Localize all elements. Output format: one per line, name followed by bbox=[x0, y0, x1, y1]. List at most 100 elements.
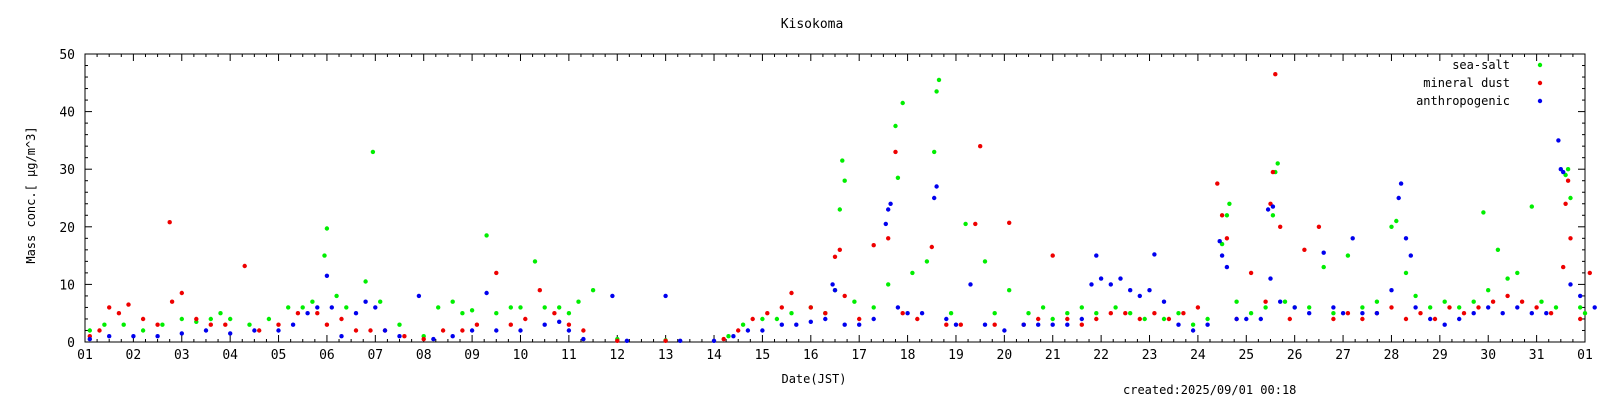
created-timestamp: created:2025/09/01 00:18 bbox=[1123, 383, 1297, 397]
x-tick-label: 14 bbox=[706, 348, 722, 363]
x-tick-label: 26 bbox=[1287, 348, 1303, 363]
point-0 bbox=[1282, 299, 1288, 304]
point-2 bbox=[711, 338, 717, 343]
point-0 bbox=[760, 316, 765, 322]
x-tick-label: 10 bbox=[513, 348, 529, 363]
point-2 bbox=[1268, 276, 1273, 281]
point-2 bbox=[1515, 305, 1520, 310]
point-1 bbox=[721, 336, 726, 342]
point-2 bbox=[1408, 253, 1414, 258]
x-tick-label: 05 bbox=[271, 348, 287, 363]
point-0 bbox=[1515, 270, 1520, 276]
point-1 bbox=[1432, 316, 1438, 322]
point-2 bbox=[1065, 322, 1070, 327]
point-1 bbox=[140, 316, 146, 322]
point-0 bbox=[1190, 322, 1196, 327]
point-1 bbox=[1331, 316, 1336, 322]
point-0 bbox=[518, 305, 523, 310]
point-1 bbox=[789, 290, 794, 296]
y-tick-label: 10 bbox=[59, 278, 75, 293]
y-tick-label: 0 bbox=[67, 336, 75, 351]
x-tick-label: 29 bbox=[1432, 348, 1448, 363]
point-0 bbox=[740, 322, 746, 327]
point-0 bbox=[936, 77, 942, 83]
legend-marker bbox=[1537, 62, 1543, 68]
point-2 bbox=[494, 328, 499, 333]
point-1 bbox=[1079, 322, 1085, 327]
point-2 bbox=[1278, 299, 1283, 304]
point-0 bbox=[1505, 276, 1510, 281]
x-tick-label: 30 bbox=[1480, 348, 1496, 363]
point-2 bbox=[1360, 311, 1365, 316]
point-0 bbox=[436, 305, 441, 310]
x-tick-label: 28 bbox=[1384, 348, 1400, 363]
x-tick-label: 16 bbox=[803, 348, 819, 363]
y-tick-label: 30 bbox=[59, 163, 75, 178]
point-1 bbox=[1345, 311, 1351, 316]
point-0 bbox=[932, 149, 937, 155]
point-0 bbox=[363, 279, 368, 284]
point-1 bbox=[1568, 236, 1573, 241]
point-0 bbox=[1128, 311, 1133, 316]
point-2 bbox=[678, 338, 683, 343]
point-0 bbox=[1079, 305, 1085, 310]
point-1 bbox=[1578, 316, 1583, 322]
x-tick-label: 15 bbox=[755, 348, 771, 363]
point-2 bbox=[1118, 276, 1123, 281]
point-2 bbox=[895, 305, 901, 310]
point-1 bbox=[295, 311, 301, 316]
point-1 bbox=[474, 322, 480, 327]
point-0 bbox=[576, 299, 581, 304]
point-1 bbox=[1403, 316, 1409, 322]
point-1 bbox=[126, 302, 131, 307]
point-1 bbox=[1123, 311, 1128, 316]
y-tick-label: 20 bbox=[59, 221, 75, 236]
point-0 bbox=[1040, 305, 1046, 310]
point-0 bbox=[1539, 299, 1544, 304]
point-2 bbox=[1094, 253, 1099, 258]
x-tick-label: 02 bbox=[126, 348, 142, 363]
data-points bbox=[87, 72, 1597, 343]
point-0 bbox=[1026, 311, 1031, 316]
point-1 bbox=[886, 236, 891, 241]
point-0 bbox=[893, 123, 898, 129]
point-2 bbox=[1219, 253, 1225, 258]
point-0 bbox=[494, 311, 499, 316]
point-0 bbox=[1565, 167, 1571, 172]
point-1 bbox=[1534, 305, 1539, 310]
point-2 bbox=[107, 334, 112, 339]
point-0 bbox=[1227, 201, 1232, 206]
point-1 bbox=[223, 322, 228, 327]
point-2 bbox=[830, 282, 835, 287]
point-0 bbox=[1113, 305, 1118, 310]
point-1 bbox=[167, 220, 172, 225]
point-0 bbox=[397, 322, 402, 327]
point-2 bbox=[1128, 288, 1133, 293]
point-2 bbox=[919, 311, 925, 316]
point-2 bbox=[382, 328, 388, 333]
point-0 bbox=[1578, 305, 1583, 310]
point-2 bbox=[1050, 322, 1055, 327]
point-2 bbox=[179, 331, 184, 336]
point-1 bbox=[736, 328, 741, 333]
point-0 bbox=[1495, 247, 1501, 252]
point-2 bbox=[794, 322, 799, 327]
point-0 bbox=[1161, 316, 1167, 322]
point-2 bbox=[1108, 282, 1114, 287]
point-1 bbox=[893, 149, 898, 155]
legend: sea-salt mineral dust anthropogenic bbox=[1416, 58, 1543, 108]
point-1 bbox=[155, 322, 160, 327]
point-2 bbox=[1270, 204, 1276, 209]
x-tick-label: 24 bbox=[1190, 348, 1206, 363]
point-1 bbox=[1505, 293, 1510, 299]
x-tick-label: 01 bbox=[77, 348, 93, 363]
point-2 bbox=[1428, 316, 1433, 322]
point-0 bbox=[1457, 305, 1462, 310]
point-0 bbox=[1568, 195, 1573, 201]
x-tick-label: 17 bbox=[851, 348, 867, 363]
legend-label: sea-salt bbox=[1452, 58, 1510, 72]
x-tick-label: 25 bbox=[1238, 348, 1254, 363]
point-0 bbox=[1428, 305, 1433, 310]
point-2 bbox=[131, 334, 136, 339]
point-1 bbox=[1273, 72, 1278, 77]
